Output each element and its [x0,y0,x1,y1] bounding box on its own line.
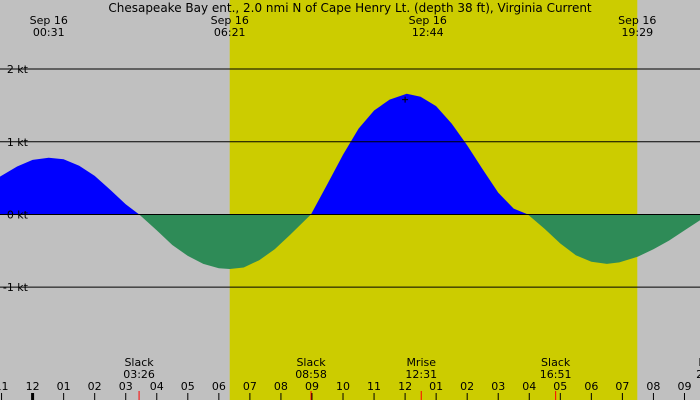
x-tick-label: 01 [57,380,71,393]
x-tick-label: 11 [0,380,9,393]
x-tick-label: 09 [305,380,319,393]
x-tick-label: 06 [212,380,226,393]
x-tick-label: 07 [243,380,257,393]
current-area-layer [0,93,700,269]
flood-area-2 [311,93,528,215]
event-name: Mrise [406,356,436,369]
y-tick-label: 0 kt [7,208,29,221]
x-tick-label: 08 [646,380,660,393]
event-name: Slack [124,356,154,369]
top-time-label: 00:31 [33,26,65,39]
moon-marker [402,96,409,103]
x-tick-label: 03 [119,380,133,393]
top-date-label: Sep 16 [618,14,656,27]
ebb-area-3 [527,214,700,264]
flood-area-0 [0,157,140,215]
x-tick-label: 07 [615,380,629,393]
x-tick-label: 02 [460,380,474,393]
top-date-label: Sep 16 [30,14,68,27]
x-tick-label: 09 [677,380,691,393]
chart-title: Chesapeake Bay ent., 2.0 nmi N of Cape H… [108,1,592,15]
x-tick-label: 04 [522,380,536,393]
x-axis-ticks: 11 12 01 02 03 04 05 06 07 08 09 10 11 12 01 02 03 04 05 06… [0,380,691,400]
top-date-label: Sep 16 [211,14,249,27]
event-time: 12:31 [405,368,437,381]
x-tick-label: 04 [150,380,164,393]
event-name: Slack [296,356,326,369]
y-tick-label: -1 kt [3,281,29,294]
x-tick-label: 05 [181,380,195,393]
x-tick-label: 06 [584,380,598,393]
event-name-clipped: M [698,356,700,369]
x-tick-label: 02 [88,380,102,393]
event-time-clipped: 21 [696,368,700,381]
x-tick-label: 08 [274,380,288,393]
y-tick-labels: 2 kt 1 kt 0 kt -1 kt [3,63,29,294]
x-tick-label: 10 [336,380,350,393]
top-time-label: 12:44 [412,26,444,39]
top-time-label: 19:29 [621,26,653,39]
event-time: 16:51 [540,368,572,381]
x-tick-label: 11 [367,380,381,393]
ebb-area-1 [139,214,311,269]
y-tick-label: 1 kt [7,136,29,149]
x-tick-label: 01 [429,380,443,393]
x-tick-label: 03 [491,380,505,393]
gridlines-layer [0,68,700,288]
top-date-label: Sep 16 [409,14,447,27]
event-labels: Slack03:26Slack08:58Mrise12:31Slack16:51… [123,356,700,381]
event-name: Slack [541,356,571,369]
y-tick-label: 2 kt [7,63,29,76]
event-time: 08:58 [295,368,327,381]
event-time: 03:26 [123,368,155,381]
x-tick-label: 05 [553,380,567,393]
x-tick-label: 12 [398,380,412,393]
top-time-label: 06:21 [214,26,246,39]
x-tick-label: 12 [26,380,40,393]
